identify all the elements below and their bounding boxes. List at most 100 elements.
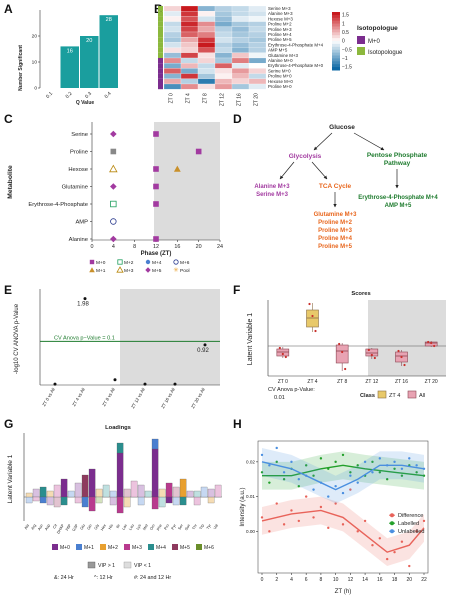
- panel-b-row-annotation: [158, 37, 163, 43]
- panel-h-point: [371, 460, 374, 464]
- panel-g-bar-segment: [179, 478, 187, 498]
- panel-g-legend-label: M+1: [84, 545, 94, 551]
- panel-g-xtick-label: Thr: [192, 523, 199, 531]
- panel-h-xtick-label: 12: [348, 577, 354, 583]
- panel-a-ytick-label: 0: [34, 86, 37, 92]
- panel-b-cell: [214, 42, 233, 48]
- panel-b-cell: [163, 47, 182, 53]
- panel-c-legend-marker: [145, 259, 151, 265]
- panel-g-xtick-label: Gly: [94, 523, 100, 530]
- panel-e-point: [143, 382, 147, 386]
- panel-b-cell: [214, 31, 233, 38]
- panel-g-legend-label: M+5: [180, 545, 190, 551]
- panel-b-row-label: Proline M+0: [268, 84, 292, 89]
- d-proline2: Proline M+2: [318, 220, 353, 226]
- panel-b-cell: [180, 78, 199, 85]
- panel-g-bar-segment: [88, 496, 96, 512]
- panel-b-cell: [231, 78, 250, 85]
- panel-g-xtick-label: Met: [142, 523, 149, 531]
- panel-c-point: [153, 183, 159, 190]
- panel-b-cell: [231, 52, 250, 59]
- panel-g-xtick-label: Phe: [156, 524, 163, 532]
- panel-b-col-label: ZT 8: [203, 93, 209, 103]
- panel-h-point: [304, 474, 308, 477]
- panel-c-point: [110, 183, 117, 190]
- panel-b-cell: [248, 21, 267, 27]
- panel-h-point: [327, 526, 330, 530]
- panel-b-cell: [231, 47, 250, 53]
- panel-d-diagram: Glucose Glycolysis Pentose Phosphate Pat…: [254, 124, 438, 250]
- panel-b-cell: [163, 63, 182, 69]
- panel-e-point: [113, 378, 117, 382]
- panel-b-col-label: ZT 20: [254, 93, 260, 106]
- panel-f-xtick-label: ZT 4: [307, 379, 317, 385]
- panel-c-xtick-label: 20: [196, 244, 202, 250]
- panel-g-bar-segment: [207, 496, 215, 504]
- panel-h-point: [415, 464, 418, 467]
- panel-b-row-annotation: [158, 68, 163, 74]
- panel-b-cell: [197, 5, 216, 12]
- panel-h-point: [385, 478, 389, 481]
- panel-h-chart: Intensity (a.u.) ZT (h) 0 2 4 6 8 10 12 14 16 18 2…: [239, 440, 429, 595]
- panel-b-cell: [197, 83, 216, 90]
- panel-b-row-annotation: [158, 63, 163, 69]
- panel-b-row-label: Alanine M+0: [268, 58, 293, 63]
- panel-e-point: [53, 382, 57, 386]
- panel-b-scale-step: [332, 23, 340, 27]
- panel-b-cell: [214, 83, 233, 90]
- panel-b-cell: [197, 11, 216, 17]
- panel-h-xtick-label: 2: [275, 577, 278, 583]
- panel-c-legend-label: Pool: [180, 268, 190, 274]
- panel-g-bar-segment: [116, 496, 124, 514]
- panel-f-point: [281, 352, 284, 356]
- panel-c-legend-marker: [89, 267, 95, 273]
- panel-a-bar: [80, 36, 99, 88]
- panel-h-point: [408, 457, 411, 460]
- panel-b-cell: [248, 31, 267, 38]
- panel-b-row-annotation: [158, 11, 163, 17]
- panel-b-scale-step: [332, 67, 340, 71]
- panel-h-trend-line: [262, 464, 425, 477]
- d-arrow-ppp: [353, 132, 385, 151]
- panel-h-point: [319, 457, 323, 460]
- panel-g-ylabel: Latent Variable 1: [7, 454, 14, 503]
- panel-h-point: [356, 481, 359, 484]
- panel-g-bar-segment: [165, 496, 173, 504]
- panel-g-xtick-label: Asn: [37, 524, 44, 532]
- panel-f-point: [314, 329, 317, 333]
- panel-c-legend-label: M+3: [124, 268, 134, 274]
- d-proline5: Proline M+5: [318, 244, 353, 250]
- panel-b-cell: [163, 31, 182, 38]
- panel-g-legend-swatch: [52, 544, 58, 550]
- panel-c-xtick-label: 8: [133, 244, 136, 250]
- panel-b-cell: [214, 21, 233, 27]
- panel-b-cell: [231, 42, 250, 48]
- panel-e-point-label: 1.98: [77, 302, 89, 308]
- panel-b-legend-swatch-m0: [357, 36, 365, 44]
- panel-b-cell: [197, 63, 216, 69]
- panel-h-point: [282, 478, 286, 481]
- panel-g-vip-high-swatch: [87, 561, 96, 569]
- panel-h-point: [385, 557, 389, 561]
- panel-g-bar-segment: [32, 496, 40, 502]
- panel-g-bar-segment: [193, 490, 201, 498]
- panel-b-cell: [180, 68, 199, 74]
- panel-e-xtick-label: ZT 4 vs All: [71, 387, 86, 407]
- panel-g-bar-segment: [207, 488, 215, 498]
- panel-h-point: [341, 491, 345, 495]
- panel-c-point: [153, 201, 159, 207]
- panel-c-legend-label: M+4: [152, 260, 162, 266]
- panel-c-point: [153, 166, 159, 172]
- panel-c-legend-marker: [145, 267, 151, 273]
- panel-b-cell: [231, 11, 250, 17]
- panel-g-bar-segment: [130, 480, 138, 498]
- panel-b-cell: [231, 57, 250, 64]
- panel-h-xtick-label: 16: [377, 577, 383, 583]
- panel-c-point: [153, 236, 159, 242]
- panel-g-xtick-label: DHAP: [56, 523, 65, 535]
- d-glucose: Glucose: [329, 124, 355, 131]
- panel-h-ytick-label: 0.01: [246, 494, 255, 499]
- panel-h-point: [297, 484, 301, 488]
- panel-a-ytick-label: 20: [32, 34, 38, 40]
